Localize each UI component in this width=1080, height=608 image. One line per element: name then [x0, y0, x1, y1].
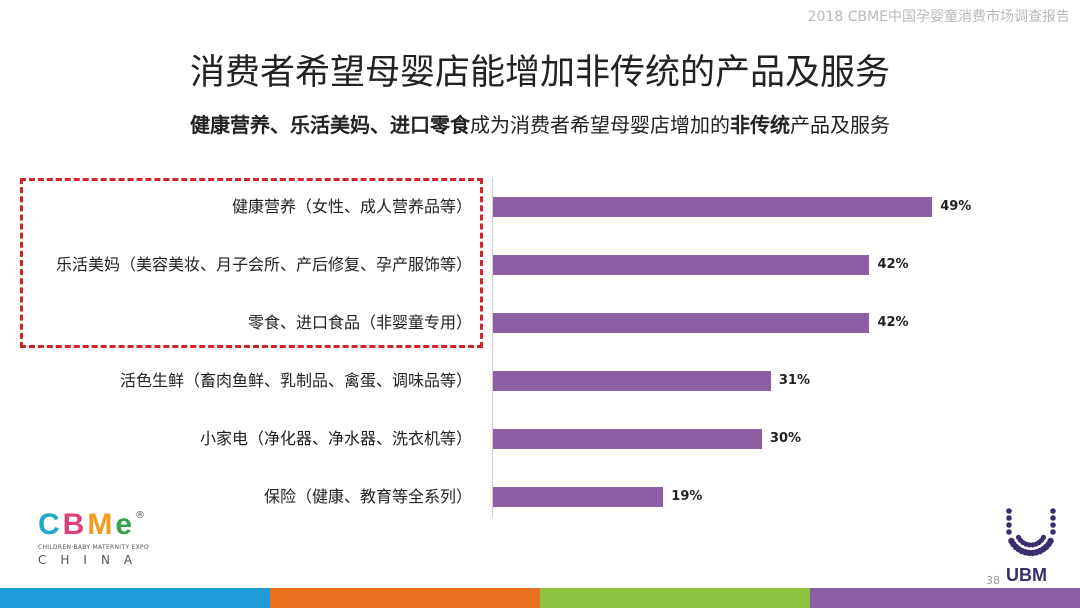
ubm-logo-dot — [1015, 534, 1022, 540]
footer-color-segment — [0, 588, 270, 608]
category-label: 健康营养（女性、成人营养品等） — [231, 197, 472, 216]
bar — [493, 371, 771, 391]
ubm-logo-dot — [1050, 515, 1056, 521]
ubm-logo-dot — [1050, 522, 1056, 528]
cbme-logo-tagline: CHILDREN·BABY·MATERNITY EXPO — [38, 544, 149, 551]
page-number: 38 — [986, 574, 1000, 587]
subtitle-bold-1: 健康营养、乐活美妈、进口零食 — [190, 113, 470, 137]
ubm-logo-dot — [1006, 522, 1012, 528]
report-source: 2018 CBME中国孕婴童消费市场调查报告 — [807, 9, 1070, 25]
page-title: 消费者希望母婴店能增加非传统的产品及服务 — [189, 53, 890, 93]
category-label: 小家电（净化器、净水器、洗衣机等） — [199, 429, 472, 448]
bar-value-label: 30% — [769, 431, 802, 446]
highlight-dashed-box — [20, 178, 483, 348]
bar — [493, 313, 870, 333]
footer-color-segment — [270, 588, 540, 608]
bar — [493, 487, 664, 507]
ubm-logo-dot — [1006, 529, 1012, 535]
category-label: 保险（健康、教育等全系列） — [263, 487, 472, 506]
bar — [493, 255, 870, 275]
footer-color-bar — [0, 588, 1080, 608]
footer-color-segment — [540, 588, 810, 608]
cbme-logo-letter: B — [62, 508, 85, 541]
ubm-logo-dot — [1006, 508, 1012, 514]
cbme-logo-letter: M — [87, 508, 113, 541]
ubm-logo: UBM — [1000, 505, 1062, 587]
bar-value-label: 49% — [940, 199, 972, 214]
ubm-logo-dot — [1006, 515, 1012, 521]
category-label: 零食、进口食品（非婴童专用） — [247, 313, 472, 332]
ubm-logo-dot — [1008, 537, 1015, 545]
cbme-logo-country: CHINA — [38, 553, 147, 567]
chart-axis-line — [492, 177, 493, 517]
bar — [493, 429, 762, 449]
subtitle-text-1: 成为消费者希望母婴店增加的 — [470, 113, 730, 137]
bar-value-label: 31% — [778, 373, 810, 388]
registered-mark: ® — [135, 510, 146, 521]
ubm-logo-dot — [1050, 529, 1056, 535]
category-label: 活色生鲜（畜肉鱼鲜、乳制品、禽蛋、调味品等） — [119, 371, 472, 390]
ubm-dot-icon — [1006, 508, 1056, 557]
cbme-logo-letter: e — [115, 508, 133, 541]
cbme-logo-letter: C — [38, 508, 60, 541]
bar — [493, 197, 933, 217]
ubm-logo-text: UBM — [1006, 565, 1047, 585]
subtitle-text-2: 产品及服务 — [790, 113, 890, 137]
category-label: 乐活美妈（美容美妆、月子会所、产后修复、孕产服饰等） — [55, 255, 472, 274]
footer-color-segment — [810, 588, 1080, 608]
bar-value-label: 42% — [877, 257, 909, 272]
page-subtitle: 健康营养、乐活美妈、进口零食成为消费者希望母婴店增加的非传统产品及服务 — [0, 109, 1080, 138]
ubm-logo-dot — [1050, 508, 1056, 514]
bar-value-label: 19% — [671, 489, 703, 504]
bar-value-label: 42% — [877, 315, 909, 330]
subtitle-bold-2: 非传统 — [730, 113, 790, 137]
